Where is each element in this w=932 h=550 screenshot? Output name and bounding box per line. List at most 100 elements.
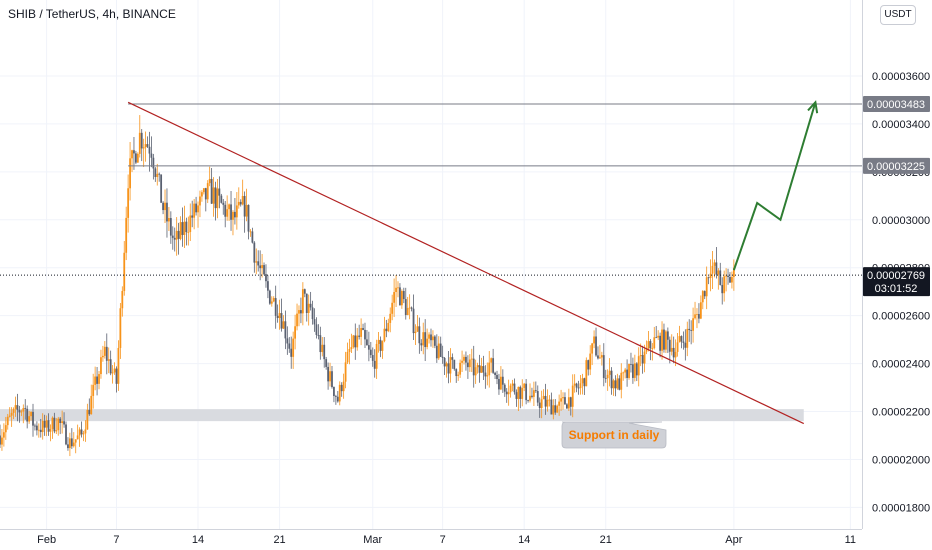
candle-body bbox=[377, 339, 380, 344]
candle-body bbox=[597, 355, 599, 359]
candle-body bbox=[655, 337, 658, 339]
candle-body bbox=[152, 157, 155, 169]
candle-body bbox=[164, 202, 166, 211]
candle-body bbox=[88, 409, 91, 415]
candle-body bbox=[391, 302, 394, 314]
candle-body bbox=[573, 383, 576, 386]
candle-body bbox=[51, 417, 54, 430]
candle-body bbox=[32, 411, 34, 426]
resistance-price-tag bbox=[863, 157, 930, 174]
candle-body bbox=[385, 328, 388, 332]
annotation-text: Support in daily bbox=[569, 428, 660, 442]
candle-body bbox=[455, 369, 458, 377]
candle-body bbox=[399, 287, 401, 306]
candle-body bbox=[348, 348, 351, 352]
candle-body bbox=[142, 147, 145, 149]
candle-body bbox=[340, 384, 343, 392]
candle-body bbox=[249, 231, 252, 233]
currency-button[interactable]: USDT bbox=[880, 5, 916, 25]
candle-body bbox=[492, 358, 495, 373]
candle-body bbox=[131, 150, 133, 159]
candle-body bbox=[661, 329, 663, 351]
candle-body bbox=[325, 359, 328, 367]
projection-arrowhead bbox=[807, 100, 819, 114]
candle-body bbox=[567, 397, 570, 409]
candle-body bbox=[729, 277, 731, 283]
candle-body bbox=[173, 237, 176, 240]
candle-body bbox=[379, 339, 382, 351]
candle-body bbox=[558, 401, 561, 406]
candle-body bbox=[68, 438, 71, 449]
candle-body bbox=[16, 405, 19, 411]
candle-body bbox=[342, 381, 345, 392]
candle-body bbox=[507, 392, 510, 395]
candle-body bbox=[680, 336, 683, 342]
candle-body bbox=[474, 367, 477, 376]
candle-body bbox=[676, 342, 679, 352]
candle-body bbox=[647, 341, 650, 349]
candle-body bbox=[389, 313, 392, 323]
candle-body bbox=[158, 173, 161, 175]
y-tick-label: 0.00002000 bbox=[872, 454, 930, 466]
candle-body bbox=[107, 359, 110, 361]
candle-body bbox=[41, 420, 44, 433]
candle-body bbox=[195, 203, 197, 213]
candle-body bbox=[484, 372, 487, 377]
candle-body bbox=[201, 192, 203, 197]
candle-body bbox=[628, 363, 630, 378]
candle-body bbox=[47, 420, 50, 432]
candle-body bbox=[323, 344, 326, 360]
candle-body bbox=[430, 334, 432, 341]
support-zone-layer bbox=[0, 409, 804, 422]
candle-body bbox=[723, 276, 726, 294]
candle-body bbox=[509, 385, 512, 393]
candle-body bbox=[181, 222, 184, 235]
candle-body bbox=[259, 265, 262, 269]
candle-body bbox=[449, 357, 452, 374]
candle-body bbox=[515, 392, 518, 399]
candle-body bbox=[408, 307, 411, 309]
candle-body bbox=[470, 358, 473, 360]
candle-body bbox=[556, 405, 559, 413]
candle-body bbox=[538, 402, 541, 408]
candle-body bbox=[350, 347, 353, 349]
candle-body bbox=[501, 376, 504, 385]
candle-body bbox=[245, 204, 248, 217]
candle-body bbox=[587, 360, 590, 370]
candle-body bbox=[395, 287, 397, 293]
candle-body bbox=[583, 378, 586, 387]
candle-body bbox=[665, 331, 667, 350]
candle-body bbox=[696, 314, 698, 315]
candle-body bbox=[220, 195, 223, 203]
candle-body bbox=[210, 178, 213, 204]
candle-body bbox=[630, 363, 632, 365]
candle-body bbox=[109, 359, 112, 374]
candle-body bbox=[74, 439, 77, 443]
candle-body bbox=[179, 222, 182, 239]
candle-body bbox=[290, 348, 293, 357]
candle-body bbox=[686, 328, 689, 348]
candle-body bbox=[410, 307, 413, 309]
candle-body bbox=[150, 153, 153, 158]
candle-body bbox=[63, 421, 65, 425]
candle-body bbox=[404, 299, 407, 316]
candle-body bbox=[18, 410, 21, 413]
candle-body bbox=[94, 376, 97, 385]
candle-body bbox=[566, 404, 568, 409]
candle-body bbox=[274, 298, 277, 316]
candle-body bbox=[707, 277, 710, 279]
resistance-price-label: 0.00003225 bbox=[867, 161, 925, 173]
candle-body bbox=[373, 360, 376, 369]
candle-body bbox=[447, 363, 450, 374]
candle-body bbox=[393, 292, 396, 303]
y-tick-label: 0.00003000 bbox=[872, 215, 930, 227]
candle-body bbox=[635, 363, 638, 376]
candle-body bbox=[505, 391, 508, 395]
candle-body bbox=[731, 277, 733, 283]
candle-body bbox=[129, 158, 131, 189]
candle-body bbox=[199, 196, 201, 206]
candle-body bbox=[144, 144, 147, 148]
candle-body bbox=[204, 188, 207, 200]
x-tick-label: 21 bbox=[600, 534, 612, 546]
